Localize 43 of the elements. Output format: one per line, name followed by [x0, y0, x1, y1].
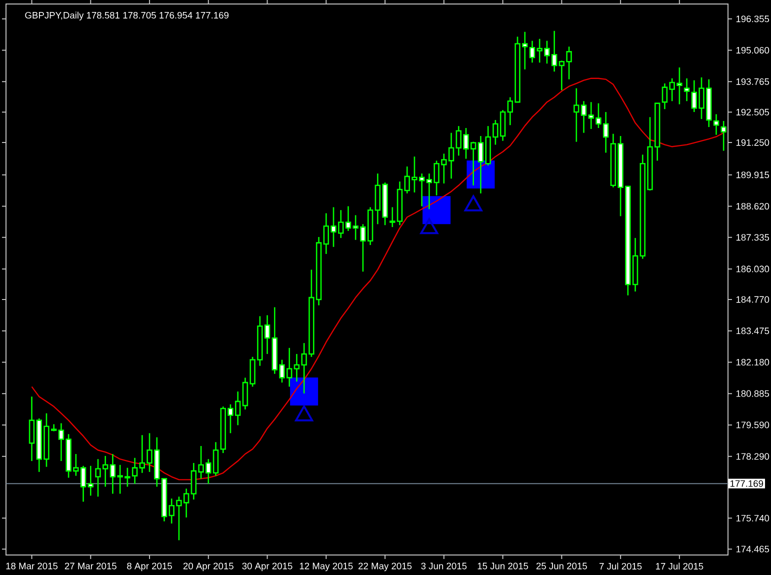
x-tick-label: 20 Apr 2015	[183, 562, 234, 572]
y-tick-label: 184.770	[736, 296, 770, 303]
y-tick-label: 189.915	[736, 172, 770, 178]
candlestick	[580, 100, 587, 134]
y-tick-label: 193.765	[736, 78, 770, 85]
y-tick-label: 180.885	[736, 390, 770, 397]
x-tick-label: 22 May 2015	[358, 562, 412, 572]
y-tick-label: 195.060	[736, 46, 770, 54]
y-tick-label: 174.465	[736, 546, 770, 552]
x-tick-label: 8 Apr 2015	[127, 562, 172, 572]
y-tick-label: 183.475	[736, 328, 770, 334]
point	[422, 196, 451, 224]
y-tick-label: 182.180	[736, 358, 770, 366]
text: GBPJPY,Daily 178.581 178.705 176.954 177.169	[25, 12, 229, 20]
y-tick-label: 175.740	[736, 514, 770, 522]
y-tick-label: 178.290	[736, 453, 770, 460]
y-tick-label: 196.355	[736, 16, 770, 22]
candlestick	[720, 120, 726, 152]
point	[295, 405, 314, 422]
x-tick-label: 7 Jul 2015	[599, 562, 642, 570]
x-tick-label: 25 Jun 2015	[536, 562, 587, 570]
candlestick	[28, 396, 35, 462]
y-tick-label: 192.505	[736, 108, 770, 116]
candlestick	[713, 114, 720, 136]
x-tick-label: 17 Jul 2015	[656, 562, 704, 570]
x-tick-label: 18 Mar 2015	[6, 562, 58, 570]
x-tick-label: 27 Mar 2015	[64, 562, 116, 570]
y-tick-label: 188.620	[736, 202, 770, 210]
candlestick	[684, 78, 690, 102]
y-tick-label: 179.590	[736, 422, 770, 428]
y-tick-label: 187.335	[736, 234, 770, 241]
x-tick-label: 3 Jun 2015	[421, 562, 467, 570]
x-tick-label: 12 May 2015	[300, 562, 353, 572]
candlestick	[88, 465, 94, 496]
candlestick	[574, 88, 580, 142]
point	[420, 218, 438, 234]
y-tick-label: 191.250	[736, 139, 770, 146]
x-tick-label: 15 Jun 2015	[478, 562, 528, 570]
x-tick-label: 30 Apr 2015	[242, 562, 292, 572]
point	[290, 378, 318, 406]
y-tick-label: 186.030	[736, 266, 770, 272]
point	[464, 195, 482, 212]
ref-line-label: 177.169	[730, 480, 764, 487]
